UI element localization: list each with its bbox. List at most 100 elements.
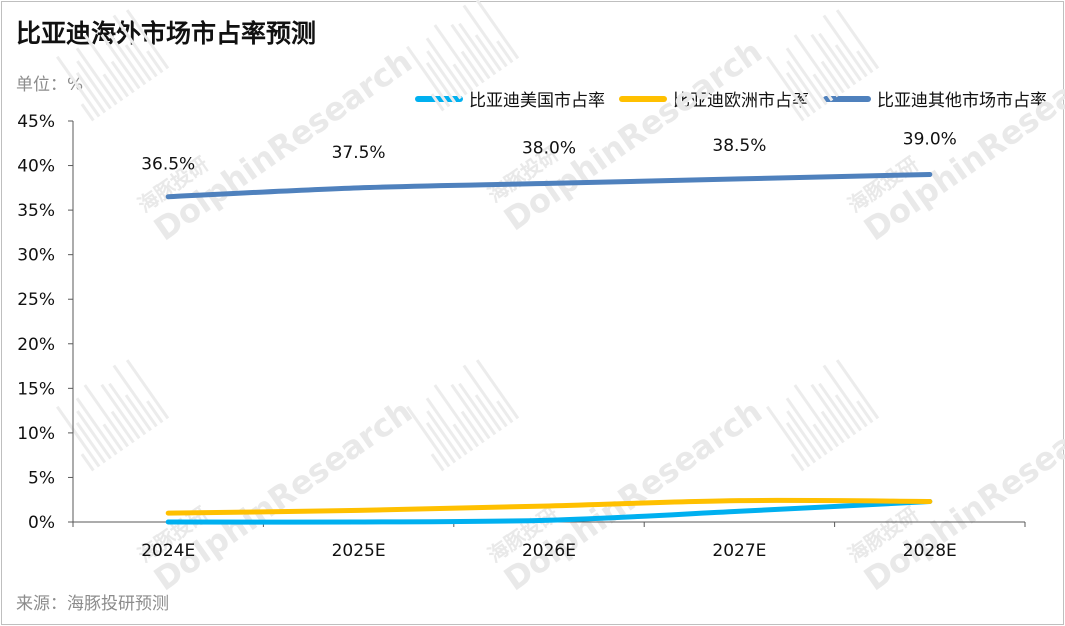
watermark-bar <box>125 9 170 70</box>
legend-item-europe: 比亚迪欧洲市占率 <box>619 86 809 111</box>
watermark-bar <box>80 453 95 472</box>
watermark-bar <box>785 422 817 464</box>
watermark-bar <box>786 410 822 460</box>
watermark-bar <box>458 382 497 436</box>
watermark-bar <box>810 383 851 440</box>
watermark-bar <box>124 44 152 82</box>
watermark-bar <box>793 384 840 448</box>
watermark-bar <box>100 33 141 90</box>
watermark-bar <box>812 423 834 452</box>
watermark-bar <box>793 34 840 98</box>
watermark-bar <box>425 37 468 96</box>
watermark-bar <box>822 364 868 428</box>
watermark-bar <box>766 405 811 468</box>
watermark-bar <box>834 44 862 82</box>
watermark-en: DolphinResearch <box>147 392 419 598</box>
legend-label-europe: 比亚迪欧洲市占率 <box>673 91 809 111</box>
series-line-other <box>165 171 933 200</box>
watermark-bar <box>108 32 147 86</box>
chart-title: 比亚迪海外市场市占率预测 <box>16 19 317 48</box>
watermark-bar <box>786 60 822 110</box>
watermark-bar <box>146 400 164 424</box>
watermark-bar <box>818 32 857 86</box>
watermark-bar <box>406 405 451 468</box>
y-tick-label: 30% <box>17 246 55 266</box>
watermark-bar <box>812 73 834 102</box>
legend-swatch-other <box>823 95 871 102</box>
watermark-bar <box>75 72 107 114</box>
watermark-bar <box>790 103 805 122</box>
y-tick-label: 10% <box>17 424 55 444</box>
watermark-bar <box>460 410 485 444</box>
watermark-bar <box>450 383 491 440</box>
watermark-bar <box>425 422 457 464</box>
y-tick-label: 45% <box>17 112 55 132</box>
series-line-europe <box>165 497 933 516</box>
watermark-bar <box>834 394 862 432</box>
legend-swatch-us <box>415 95 463 102</box>
watermark-bar <box>425 62 457 104</box>
data-label: 37.5% <box>332 143 386 163</box>
data-label: 38.0% <box>522 138 576 158</box>
watermark-bar <box>76 410 112 460</box>
watermark-bar <box>785 397 828 456</box>
watermark-bar <box>820 410 845 444</box>
legend-item-other: 比亚迪其他市场市占率 <box>823 86 1047 111</box>
watermark-bar <box>475 0 520 60</box>
legend: 比亚迪美国市占率 比亚迪欧洲市占率 比亚迪其他市场市占率 <box>415 86 1047 111</box>
watermark-bar <box>426 410 462 460</box>
watermark-bar <box>462 364 508 428</box>
watermark-en: DolphinResearch <box>497 392 769 598</box>
y-tick-label: 40% <box>17 157 55 177</box>
y-tick-label: 35% <box>17 201 55 221</box>
watermark-bar <box>102 423 124 452</box>
source-label: 来源：海豚投研预测 <box>16 594 169 614</box>
watermark-bar <box>76 60 112 110</box>
watermark-bar <box>56 55 101 118</box>
data-label: 39.0% <box>903 129 957 149</box>
watermark-bar <box>426 50 462 100</box>
watermark-bar <box>430 453 445 472</box>
watermark-bar <box>475 359 520 420</box>
y-tick-label: 25% <box>17 290 55 310</box>
legend-label-other: 比亚迪其他市场市占率 <box>877 91 1047 111</box>
watermark-bar <box>458 22 497 76</box>
watermark-bar <box>406 45 451 108</box>
watermark-bar <box>785 72 817 114</box>
y-tick-label: 0% <box>28 513 55 533</box>
y-tick-label: 20% <box>17 335 55 355</box>
watermark-bar <box>790 453 805 472</box>
watermark-bar <box>75 422 107 464</box>
watermark-bar <box>450 23 491 80</box>
watermark-bar <box>462 4 508 68</box>
watermark-en: DolphinResearch <box>857 392 1065 598</box>
x-tick-label: 2027E <box>712 541 766 561</box>
watermark-bar <box>100 383 141 440</box>
watermark-bar <box>452 423 474 452</box>
watermark-en: DolphinResearch <box>857 42 1065 248</box>
watermark-bar <box>430 93 445 112</box>
watermark-bar <box>110 410 135 444</box>
watermark-bar <box>818 382 857 436</box>
data-label: 36.5% <box>141 155 195 175</box>
watermark-bar <box>452 63 474 92</box>
watermark-bar <box>822 14 868 78</box>
watermark-bar <box>433 24 480 88</box>
watermark-bar <box>785 47 828 106</box>
watermark-bar <box>112 14 158 78</box>
watermark-bar <box>460 50 485 84</box>
watermark-bar <box>80 103 95 122</box>
legend-swatch-europe <box>619 95 667 102</box>
x-tick-label: 2025E <box>332 541 386 561</box>
x-tick-label: 2028E <box>903 541 957 561</box>
legend-label-us: 比亚迪美国市占率 <box>469 91 605 111</box>
watermark-bar <box>125 359 170 420</box>
watermark-bar <box>102 73 124 102</box>
watermark-bar <box>124 394 152 432</box>
watermark-bar <box>425 397 468 456</box>
watermark-bar <box>810 33 851 90</box>
watermark-bar <box>110 60 135 94</box>
watermark-bar <box>766 55 811 118</box>
